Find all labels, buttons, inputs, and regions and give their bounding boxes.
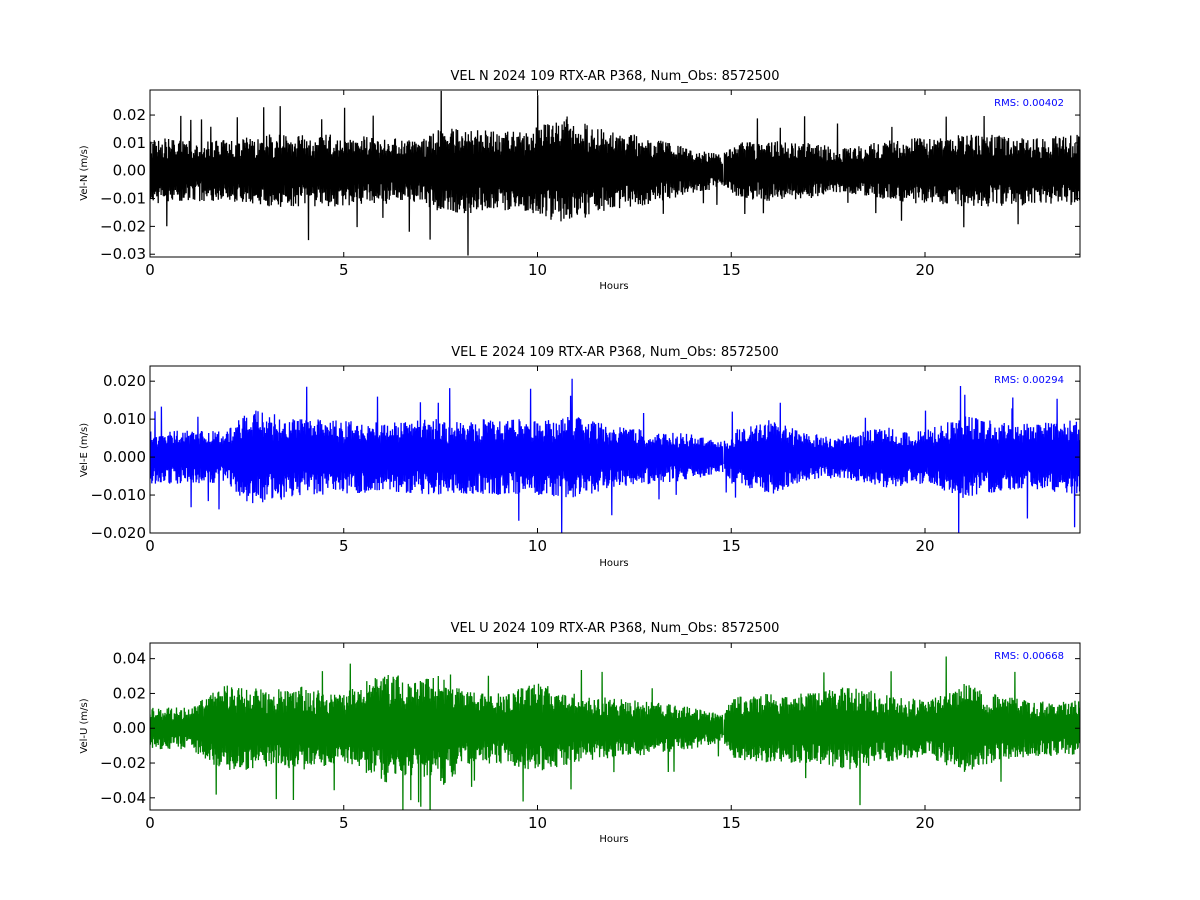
x-tick-label-vel-n: 0 xyxy=(145,261,155,279)
plot-area-vel-e: 0 5 10 15 20 −0.020 −0.010 0.000 0.010 0.020 xyxy=(90,365,1081,555)
panel-vel-e: VEL E 2024 109 RTX-AR P368, Num_Obs: 857… xyxy=(79,345,1081,569)
y-tick-label-vel-u: 0.04 xyxy=(113,650,146,668)
x-tick-label-vel-n: 5 xyxy=(339,261,349,279)
y-tick-label-vel-e: −0.020 xyxy=(90,524,146,542)
x-tick-label-vel-n: 15 xyxy=(722,261,741,279)
y-tick-label-vel-u: −0.04 xyxy=(100,789,146,807)
x-axis-label-vel-u: Hours xyxy=(599,834,628,845)
plot-area-vel-n: 0 5 10 15 20 −0.03 −0.02 −0.01 0.00 0.01 0.02 xyxy=(100,89,1081,279)
y-axis-label-vel-u: Vel-U (m/s) xyxy=(79,698,90,753)
y-tick-label-vel-e: −0.010 xyxy=(90,486,146,504)
chart-title-vel-n: VEL N 2024 109 RTX-AR P368, Num_Obs: 857… xyxy=(451,69,780,84)
x-tick-label-vel-u: 0 xyxy=(145,814,155,832)
y-tick-label-vel-n: 0.02 xyxy=(113,106,146,124)
y-tick-label-vel-e: 0.020 xyxy=(103,372,146,390)
x-tick-label-vel-e: 0 xyxy=(145,537,155,555)
y-tick-label-vel-e: 0.010 xyxy=(103,410,146,428)
series-line-vel-n xyxy=(150,90,1080,256)
x-tick-label-vel-u: 10 xyxy=(528,814,547,832)
panel-vel-u: VEL U 2024 109 RTX-AR P368, Num_Obs: 857… xyxy=(79,621,1081,845)
y-tick-label-vel-u: 0.02 xyxy=(113,684,146,702)
y-axis-label-vel-n: Vel-N (m/s) xyxy=(79,145,90,200)
rms-label-vel-u: RMS: 0.00668 xyxy=(994,651,1064,662)
plot-frame-vel-e xyxy=(149,365,1081,534)
x-tick-label-vel-e: 15 xyxy=(722,537,741,555)
x-tick-label-vel-e: 10 xyxy=(528,537,547,555)
y-tick-label-vel-n: −0.01 xyxy=(100,190,146,208)
plot-frame-vel-n xyxy=(149,89,1081,258)
y-axis-label-vel-e: Vel-E (m/s) xyxy=(79,423,90,477)
y-tick-label-vel-u: −0.02 xyxy=(100,754,146,772)
x-tick-label-vel-n: 10 xyxy=(528,261,547,279)
x-tick-label-vel-n: 20 xyxy=(915,261,934,279)
y-tick-label-vel-n: −0.02 xyxy=(100,217,146,235)
panel-vel-n: VEL N 2024 109 RTX-AR P368, Num_Obs: 857… xyxy=(79,69,1081,292)
rms-label-vel-n: RMS: 0.00402 xyxy=(994,98,1064,109)
x-tick-label-vel-u: 20 xyxy=(915,814,934,832)
series-line-vel-u xyxy=(150,656,1080,810)
x-tick-label-vel-e: 20 xyxy=(915,537,934,555)
chart-title-vel-u: VEL U 2024 109 RTX-AR P368, Num_Obs: 857… xyxy=(451,621,780,636)
plot-frame-vel-u xyxy=(149,642,1081,811)
y-tick-label-vel-n: 0.00 xyxy=(113,162,146,180)
series-line-vel-e xyxy=(150,378,1080,533)
y-tick-label-vel-e: 0.000 xyxy=(103,448,146,466)
rms-label-vel-e: RMS: 0.00294 xyxy=(994,375,1064,386)
x-tick-label-vel-u: 15 xyxy=(722,814,741,832)
chart-title-vel-e: VEL E 2024 109 RTX-AR P368, Num_Obs: 857… xyxy=(451,345,778,360)
x-axis-label-vel-n: Hours xyxy=(599,281,628,292)
x-tick-label-vel-e: 5 xyxy=(339,537,349,555)
x-axis-label-vel-e: Hours xyxy=(599,558,628,569)
y-tick-label-vel-n: 0.01 xyxy=(113,134,146,152)
plot-area-vel-u: 0 5 10 15 20 −0.04 −0.02 0.00 0.02 0.04 xyxy=(100,642,1081,832)
y-tick-label-vel-n: −0.03 xyxy=(100,245,146,263)
x-tick-label-vel-u: 5 xyxy=(339,814,349,832)
y-tick-label-vel-u: 0.00 xyxy=(113,719,146,737)
